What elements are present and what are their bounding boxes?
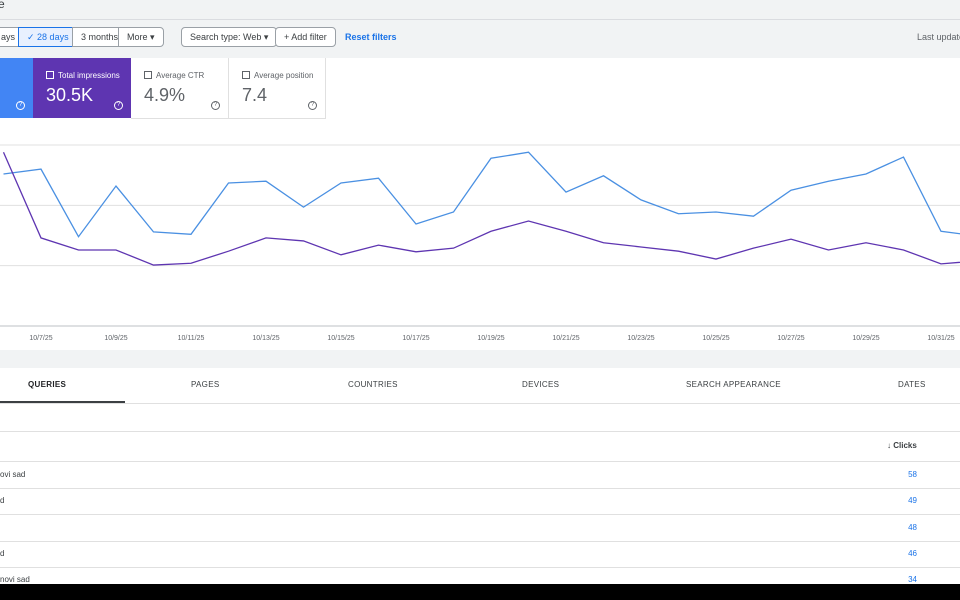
x-tick-label: 10/13/25 [252,335,279,342]
help-icon: ? [114,101,123,110]
divider [0,19,960,20]
checkbox [144,71,152,79]
card-value: 30.5K [46,85,94,105]
divider [0,566,960,568]
clicks-value: 49 [908,496,917,506]
clicks-value: 46 [908,548,917,558]
divider [0,514,960,516]
tab[interactable]: COUNTRIES [348,380,398,389]
divider [0,488,960,489]
reset-filters[interactable]: Reset filters [345,32,397,42]
card-label: Average position [242,71,313,80]
x-tick-label: 10/29/25 [852,335,879,342]
add-filter-label: Add filter [291,32,327,42]
series-line [3,151,960,238]
header-label: Clicks [893,441,917,450]
clicks-header[interactable]: ↓ Clicks [887,441,917,450]
bottom-bar [0,584,960,600]
tab[interactable]: PAGES [191,380,220,389]
help-icon: ? [16,101,25,110]
x-tick-label: 10/23/25 [627,335,654,342]
search-type-label: Search type: Web [190,32,262,42]
query[interactable]: novi sad [0,575,30,585]
x-tick-label: 10/17/25 [402,335,429,342]
clicks-value: 48 [908,522,917,532]
tab[interactable]: QUERIES [28,380,67,389]
x-tick-label: 10/7/25 [29,335,52,342]
query[interactable]: d [0,496,5,506]
check-icon: ✓ [27,32,38,42]
range-chip-selected[interactable]: ✓ 28 days [18,27,78,47]
x-tick-label: 10/27/25 [777,335,804,342]
tab-underline [0,401,125,403]
metric-card[interactable]: Average position 7.4 ? [229,58,326,119]
card-label-text: Average position [254,71,314,80]
query[interactable]: ovi sad [0,470,26,479]
metric-card[interactable]: Total impressions 30.5K ? [33,58,131,118]
search-type-chip[interactable]: Search type: Web ▾ [181,27,278,47]
card-value: 4.9% [144,85,186,105]
tab[interactable]: DEVICES [522,380,560,389]
clicks-value: 34 [908,575,917,585]
range-label: 28 days [37,32,69,42]
add-filter-chip[interactable]: + Add filter [275,27,336,47]
more-label: More [127,32,148,42]
last-update: Last update [917,32,960,42]
card-label-text: Average CTR [156,71,205,80]
card-label: Average CTR [144,71,204,80]
clicks-value: 58 [908,470,917,479]
x-tick-label: 10/19/25 [477,335,504,342]
divider [0,461,960,462]
clicks-card[interactable]: ? [0,58,33,118]
more-chip[interactable]: More ▾ [118,27,164,47]
metric-card[interactable]: Average CTR 4.9% ? [131,58,229,119]
card-label: Total impressions [46,71,120,80]
checkbox [46,71,54,79]
card-value: 7.4 [242,85,268,105]
x-tick-label: 10/31/25 [927,335,954,342]
x-tick-label: 10/15/25 [327,335,354,342]
divider [0,403,960,404]
divider [0,431,960,432]
checkbox [242,71,250,79]
performance-chart: 10/7/25 10/9/25 10/11/25 10/13/25 10/15/25 10… [0,144,960,342]
divider [0,540,960,542]
range-chip[interactable]: 3 months [72,27,128,47]
separator [0,350,960,368]
x-tick-label: 10/9/25 [104,335,127,342]
help-icon: ? [308,101,317,110]
x-tick-label: 10/25/25 [702,335,729,342]
tab[interactable]: DATES [898,380,926,389]
help-icon: ? [211,101,220,110]
page-title: e [0,0,5,11]
x-tick-label: 10/21/25 [552,335,579,342]
tab[interactable]: SEARCH APPEARANCE [686,380,781,389]
series-line [2,151,960,266]
card-label-text: Total impressions [58,71,120,80]
query[interactable]: d [0,548,5,558]
x-tick-label: 10/11/25 [178,335,205,342]
